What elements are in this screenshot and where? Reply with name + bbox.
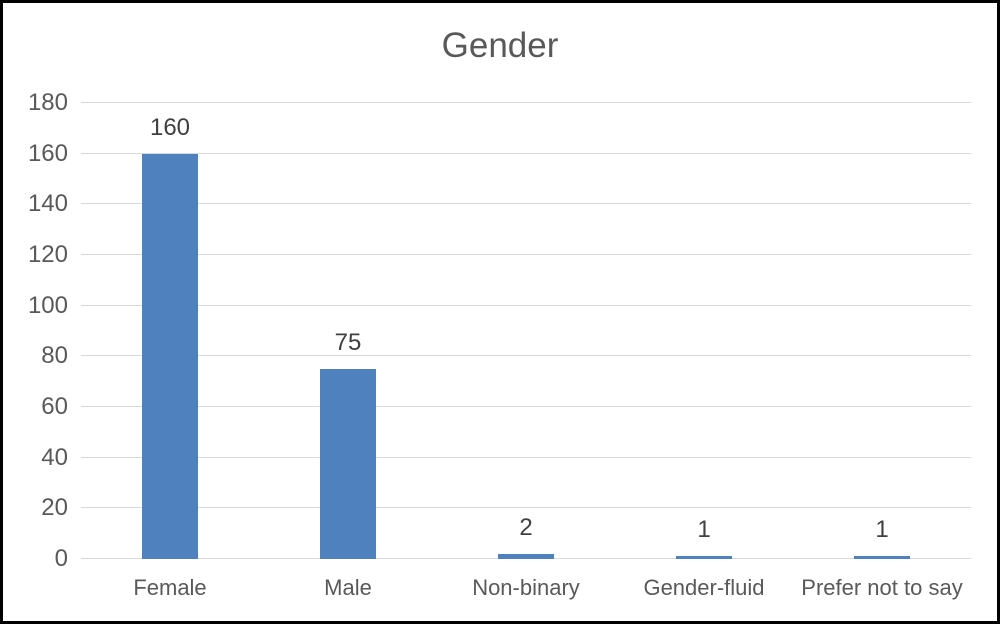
gridline xyxy=(81,456,971,458)
bar-value-label: 2 xyxy=(519,514,533,541)
gridline xyxy=(81,304,971,306)
gridline xyxy=(81,152,971,154)
bar xyxy=(676,556,732,559)
chart-title: Gender xyxy=(441,26,559,65)
bar-value-label: 75 xyxy=(334,329,362,356)
y-axis-tick-label: 180 xyxy=(27,89,68,116)
x-axis-category-label: Male xyxy=(324,575,372,600)
gridline xyxy=(81,203,971,205)
x-axis-category-label: Gender-fluid xyxy=(643,575,765,600)
bar-value-label: 1 xyxy=(875,516,889,543)
bar xyxy=(854,556,910,559)
bar-value-label: 160 xyxy=(149,114,191,141)
y-axis-tick-label: 80 xyxy=(41,342,68,370)
y-axis-tick-label: 120 xyxy=(27,241,68,268)
x-axis-category-label: Non-binary xyxy=(472,575,580,600)
plot-area: 160 75 2 1 1 xyxy=(81,102,971,559)
bar xyxy=(320,369,376,559)
y-axis-tick-label: 60 xyxy=(41,393,68,420)
y-axis-tick-label: 140 xyxy=(27,190,68,218)
y-axis-tick-label: 100 xyxy=(27,291,68,319)
x-axis-category-label: Prefer not to say xyxy=(801,575,963,600)
y-axis: 0 20 40 60 80 100 120 140 160 180 xyxy=(3,89,68,572)
y-axis-tick-label: 160 xyxy=(27,139,68,167)
gridline xyxy=(81,406,971,407)
bar xyxy=(498,554,554,559)
x-axis-category-label: Female xyxy=(133,575,207,600)
gridline xyxy=(81,355,971,357)
y-axis-tick-label: 0 xyxy=(54,545,68,572)
x-axis: Female Male Non-binary Gender-fluid Prefer n… xyxy=(81,575,971,605)
y-axis-tick-label: 20 xyxy=(41,494,68,522)
gridline xyxy=(81,507,971,509)
bar-value-label: 1 xyxy=(697,516,711,543)
gridline xyxy=(81,102,971,103)
gridline xyxy=(81,254,971,255)
y-axis-tick-label: 40 xyxy=(41,443,68,471)
bar xyxy=(142,154,198,559)
